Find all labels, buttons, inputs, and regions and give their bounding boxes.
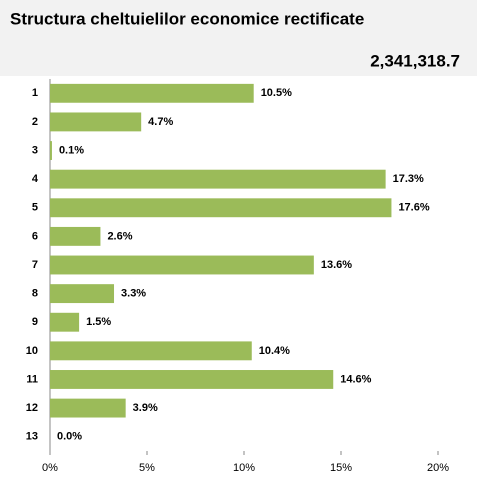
bar <box>50 83 254 103</box>
y-tick-label: 3 <box>32 144 38 156</box>
x-tick-label: 10% <box>233 462 255 474</box>
data-label: 10.4% <box>259 345 290 357</box>
bar <box>50 312 80 332</box>
bar <box>50 198 392 218</box>
data-label: 17.3% <box>393 173 424 185</box>
y-tick-label: 5 <box>32 202 38 214</box>
x-tick-label: 15% <box>330 462 352 474</box>
bar <box>50 169 386 189</box>
y-tick-label: 6 <box>32 230 38 242</box>
y-tick-label: 10 <box>26 345 38 357</box>
x-tick-label: 5% <box>139 462 155 474</box>
bar <box>50 370 334 389</box>
data-label: 3.3% <box>121 288 146 300</box>
data-label: 3.9% <box>133 402 158 414</box>
y-tick-label: 4 <box>32 173 39 185</box>
chart-subtitle: 2,341,318.7 <box>370 51 460 70</box>
bar <box>50 341 252 361</box>
data-label: 4.7% <box>148 116 173 128</box>
y-tick-label: 11 <box>26 373 38 385</box>
data-label: 0.0% <box>57 431 82 443</box>
bar <box>50 141 52 160</box>
y-tick-label: 13 <box>26 431 38 443</box>
y-tick-label: 7 <box>32 259 38 271</box>
bar <box>50 398 126 418</box>
y-tick-label: 8 <box>32 288 38 300</box>
bar <box>50 255 314 275</box>
bar <box>50 284 115 304</box>
data-label: 2.6% <box>107 230 132 242</box>
header-background <box>0 0 477 76</box>
y-tick-label: 1 <box>32 87 38 99</box>
x-tick-label: 0% <box>42 462 58 474</box>
chart-title: Structura cheltuielilor economice rectif… <box>10 9 364 28</box>
data-label: 10.5% <box>261 87 292 99</box>
data-label: 13.6% <box>321 259 352 271</box>
data-label: 0.1% <box>59 144 84 156</box>
bar <box>50 112 142 132</box>
data-label: 17.6% <box>398 202 429 214</box>
data-label: 14.6% <box>340 373 371 385</box>
y-tick-label: 9 <box>32 316 38 328</box>
data-label: 1.5% <box>86 316 111 328</box>
x-tick-label: 20% <box>427 462 449 474</box>
y-tick-label: 12 <box>26 402 38 414</box>
y-tick-label: 2 <box>32 116 38 128</box>
bar <box>50 226 101 246</box>
